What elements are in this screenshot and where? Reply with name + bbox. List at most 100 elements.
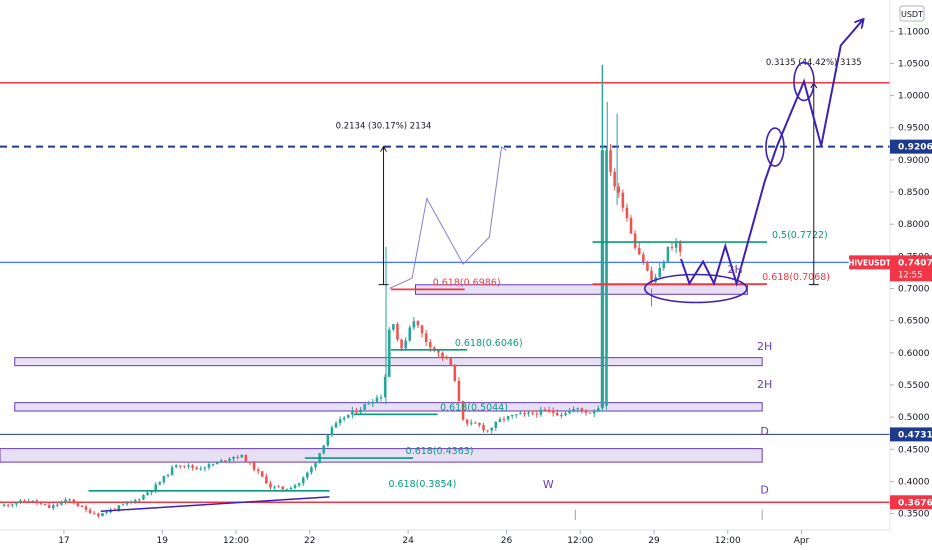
candle-98 bbox=[404, 341, 407, 349]
price-badge-text-0: 0.9206 bbox=[898, 143, 932, 153]
candle-20 bbox=[85, 507, 88, 510]
y-tick-label-4: 0.9000 bbox=[898, 156, 930, 166]
candle-84 bbox=[347, 415, 350, 418]
candle-54 bbox=[224, 460, 227, 461]
y-tick-label-15: 0.3500 bbox=[898, 510, 930, 520]
candle-123 bbox=[507, 416, 510, 419]
fib-label-4: 0.618(0.6986) bbox=[433, 277, 501, 288]
currency-badge[interactable]: USDT bbox=[900, 6, 924, 21]
candle-142 bbox=[585, 410, 588, 412]
fib-label-0: 0.618(0.3854) bbox=[388, 479, 456, 490]
candle-101 bbox=[417, 321, 420, 325]
zone-3 bbox=[0, 449, 762, 463]
candle-143 bbox=[589, 413, 592, 414]
candle-139 bbox=[572, 409, 575, 411]
x-tick-label-6: 12:00 bbox=[567, 536, 593, 546]
zone-2 bbox=[15, 403, 762, 411]
candle-17 bbox=[72, 500, 75, 504]
candle-39 bbox=[163, 476, 166, 482]
candle-76 bbox=[314, 463, 317, 467]
candle-64 bbox=[265, 476, 268, 483]
current-price-text: 0.7407 bbox=[898, 258, 932, 268]
time-axis[interactable]: 17 19 12:00 22 24 26 12:00 29 12:00 Apr bbox=[58, 530, 809, 546]
y-tick-label-0: 1.1000 bbox=[898, 27, 930, 37]
candle-65 bbox=[269, 483, 272, 487]
candle-111 bbox=[458, 381, 461, 401]
candle-117 bbox=[482, 425, 485, 430]
candle-120 bbox=[495, 422, 498, 428]
candle-53 bbox=[220, 460, 223, 462]
candle-67 bbox=[277, 486, 280, 487]
timeframe-tag-2: 2H bbox=[757, 378, 772, 391]
candle-151 bbox=[622, 193, 625, 208]
candle-140 bbox=[576, 408, 579, 409]
candle-129 bbox=[531, 413, 534, 414]
candle-97 bbox=[400, 340, 403, 349]
candle-118 bbox=[486, 430, 489, 431]
candle-136 bbox=[560, 415, 563, 416]
candle-155 bbox=[638, 248, 641, 255]
candle-32 bbox=[134, 500, 137, 501]
price-badge-text-4: 0.3676 bbox=[898, 498, 932, 508]
candle-124 bbox=[511, 415, 514, 416]
candle-144 bbox=[593, 412, 596, 414]
candle-119 bbox=[490, 428, 493, 431]
period-markers bbox=[575, 510, 762, 520]
candle-44 bbox=[183, 466, 186, 467]
candle-28 bbox=[118, 505, 121, 509]
candle-162 bbox=[667, 247, 670, 262]
candle-2 bbox=[11, 504, 14, 505]
fib-label-2: 0.618(0.5044) bbox=[440, 402, 508, 413]
candle-15 bbox=[64, 500, 67, 503]
candle-7 bbox=[32, 500, 35, 501]
candle-47 bbox=[195, 468, 198, 469]
spike-candle bbox=[601, 150, 604, 407]
candle-89 bbox=[368, 404, 371, 405]
candle-114 bbox=[470, 423, 473, 424]
candle-107 bbox=[441, 353, 444, 358]
candle-110 bbox=[454, 366, 457, 381]
timeframe-tag-0: 2H bbox=[727, 263, 742, 276]
y-tick-label-8: 0.7000 bbox=[898, 285, 930, 295]
candle-126 bbox=[519, 413, 522, 414]
measure-label-1: 0.3135 (44.42%) 3135 bbox=[766, 58, 862, 68]
candle-122 bbox=[503, 419, 506, 420]
candle-29 bbox=[122, 504, 125, 505]
candle-152 bbox=[626, 208, 629, 218]
candle-109 bbox=[449, 358, 452, 365]
candle-80 bbox=[331, 427, 334, 435]
y-tick-label-9: 0.6500 bbox=[898, 317, 930, 327]
candle-113 bbox=[466, 420, 469, 424]
candle-128 bbox=[527, 413, 530, 414]
x-tick-label-4: 24 bbox=[402, 536, 414, 546]
candle-132 bbox=[544, 410, 547, 411]
candle-55 bbox=[228, 459, 231, 461]
candle-133 bbox=[548, 410, 551, 411]
candle-40 bbox=[167, 475, 170, 476]
x-tick-label-7: 29 bbox=[648, 536, 660, 546]
candle-78 bbox=[322, 446, 325, 454]
x-tick-label-3: 22 bbox=[304, 536, 315, 546]
candle-141 bbox=[581, 408, 584, 410]
candle-23 bbox=[97, 514, 100, 516]
candle-108 bbox=[445, 357, 448, 358]
candle-153 bbox=[630, 218, 633, 233]
candle-43 bbox=[179, 466, 182, 467]
candle-56 bbox=[232, 457, 235, 459]
candle-59 bbox=[245, 455, 248, 462]
candle-22 bbox=[93, 513, 96, 514]
candle-81 bbox=[335, 423, 338, 427]
candle-91 bbox=[376, 398, 379, 402]
plot-area[interactable]: 0.618(0.3854)0.618(0.4363)0.618(0.5044)0… bbox=[0, 20, 890, 520]
candle-6 bbox=[27, 501, 30, 502]
candle-51 bbox=[212, 464, 215, 465]
candle-154 bbox=[634, 234, 637, 248]
candle-145 bbox=[597, 408, 600, 412]
candle-31 bbox=[130, 502, 133, 503]
y-tick-label-14: 0.4000 bbox=[898, 477, 930, 487]
candle-135 bbox=[556, 413, 559, 415]
timeframe-tag-4: D bbox=[760, 484, 768, 497]
candle-148 bbox=[609, 150, 612, 171]
candle-150 bbox=[617, 187, 620, 193]
